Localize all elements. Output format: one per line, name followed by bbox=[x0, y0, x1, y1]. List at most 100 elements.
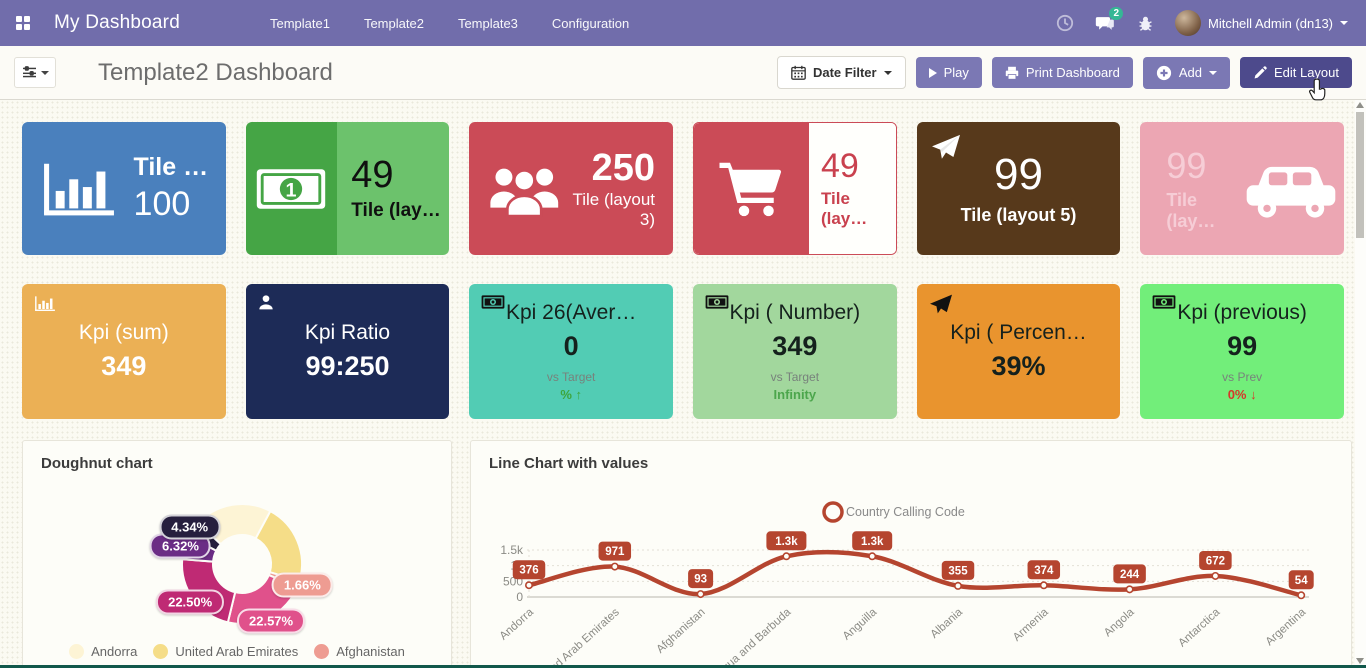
tile-value: 99 bbox=[994, 149, 1043, 199]
kpi-value: 99:250 bbox=[305, 351, 390, 381]
users-icon bbox=[490, 168, 559, 217]
scroll-down-arrow[interactable] bbox=[1356, 658, 1364, 664]
kpi-title: Kpi ( Number) bbox=[729, 301, 861, 324]
plus-circle-icon bbox=[1156, 65, 1171, 80]
data-point bbox=[1297, 591, 1306, 600]
user-icon bbox=[258, 295, 273, 310]
kpi-target-value: % ↑ bbox=[560, 387, 582, 402]
kpi-title: Kpi ( Percen… bbox=[950, 321, 1087, 344]
tile-layout6[interactable]: 99 Tile (lay… bbox=[1140, 122, 1344, 255]
kpi-row: Kpi (sum) 349 Kpi Ratio 99:250 Kpi 26(Av… bbox=[22, 284, 1344, 419]
tiles-row: Tile … 100 1 49 Tile (lay… bbox=[22, 122, 1344, 255]
debug-bug-icon[interactable] bbox=[1135, 13, 1155, 33]
tile-label: Tile (lay… bbox=[1166, 190, 1216, 232]
tile-label: Tile … bbox=[133, 152, 209, 181]
data-point-value: 244 bbox=[1120, 569, 1140, 581]
doughnut-legend-item[interactable]: Andorra bbox=[69, 644, 137, 659]
doughnut-percentage-label: 1.66% bbox=[271, 572, 333, 598]
sliders-icon bbox=[22, 66, 36, 78]
doughnut-legend-item[interactable]: United Arab Emirates bbox=[153, 644, 298, 659]
x-axis-category-label: Armenia bbox=[1011, 606, 1051, 644]
edit-layout-label: Edit Layout bbox=[1273, 65, 1339, 80]
date-filter-label: Date Filter bbox=[812, 65, 877, 80]
tile-value: 49 bbox=[820, 146, 859, 185]
line-chart-card[interactable]: Line Chart with values Country Calling C… bbox=[470, 440, 1352, 668]
money-bill-icon bbox=[1152, 295, 1176, 309]
printer-icon bbox=[1005, 66, 1019, 80]
line-series-path bbox=[526, 549, 1304, 598]
x-axis-category-label: Afghanistan bbox=[654, 606, 707, 656]
scroll-up-arrow[interactable] bbox=[1356, 102, 1364, 108]
kpi-sum-card[interactable]: Kpi (sum) 349 bbox=[22, 284, 226, 419]
legend-label: Afghanistan bbox=[336, 644, 405, 659]
calendar-icon bbox=[791, 65, 806, 80]
tile-layout1[interactable]: Tile … 100 bbox=[22, 122, 226, 255]
data-point-value-pill bbox=[1288, 570, 1314, 590]
data-point bbox=[868, 552, 877, 561]
scrollbar-thumb[interactable] bbox=[1356, 112, 1364, 238]
tile-value: 49 bbox=[351, 153, 394, 196]
menu-configuration[interactable]: Configuration bbox=[551, 15, 630, 31]
user-menu[interactable]: Mitchell Admin (dn13) bbox=[1175, 10, 1348, 36]
data-point-value-pill bbox=[688, 569, 714, 589]
data-point-value: 672 bbox=[1206, 555, 1225, 567]
pencil-icon bbox=[1254, 65, 1267, 78]
legend-label: United Arab Emirates bbox=[175, 644, 299, 659]
tile-icon-panel: 1 bbox=[245, 122, 338, 255]
date-filter-button[interactable]: Date Filter bbox=[776, 56, 906, 89]
kpi-previous-card[interactable]: Kpi (previous) 99 vs Prev 0% ↓ bbox=[1140, 284, 1344, 419]
tile-layout5[interactable]: 99 Tile (layout 5) bbox=[916, 122, 1121, 255]
doughnut-legend-item[interactable]: Afghanistan bbox=[314, 644, 405, 659]
data-point-value-pill bbox=[512, 560, 546, 580]
print-dashboard-button[interactable]: Print Dashboard bbox=[991, 57, 1133, 88]
kpi-title: Kpi Ratio bbox=[304, 321, 391, 344]
messages-icon[interactable]: 2 bbox=[1095, 7, 1123, 33]
menu-template1[interactable]: Template1 bbox=[269, 15, 330, 31]
kpi-target-value: 0% ↓ bbox=[1227, 387, 1257, 402]
menu-template2[interactable]: Template2 bbox=[363, 15, 424, 31]
data-point-value: 1.3k bbox=[861, 536, 884, 548]
doughnut-percentage-label: 22.50% bbox=[156, 589, 225, 614]
doughnut-percentage-label: 4.34% bbox=[159, 514, 221, 540]
kpi-percentage-card[interactable]: Kpi ( Percen… 39% bbox=[916, 284, 1121, 419]
data-point bbox=[610, 562, 619, 571]
kpi-value: 39% bbox=[991, 351, 1046, 381]
x-axis-category-label: Antarctica bbox=[1176, 606, 1222, 650]
messages-badge: 2 bbox=[1109, 7, 1123, 20]
kpi-number-card[interactable]: Kpi ( Number) 349 vs Target Infinity bbox=[693, 284, 897, 419]
add-button[interactable]: Add bbox=[1142, 56, 1230, 89]
apps-menu-icon[interactable] bbox=[0, 0, 46, 46]
x-axis-category-label: Anguilla bbox=[841, 606, 880, 643]
car-icon bbox=[1246, 166, 1336, 218]
filters-button[interactable] bbox=[14, 57, 56, 88]
play-button[interactable]: Play bbox=[915, 57, 982, 88]
data-point-value: 1.3k bbox=[775, 536, 798, 548]
tile-value: 99 bbox=[1166, 144, 1207, 186]
activities-clock-icon[interactable] bbox=[1055, 13, 1075, 33]
app-title[interactable]: My Dashboard bbox=[54, 12, 180, 33]
line-chart-title: Line Chart with values bbox=[489, 455, 649, 472]
tile-value: 100 bbox=[133, 184, 191, 223]
vertical-scrollbar[interactable] bbox=[1355, 100, 1366, 668]
data-point bbox=[1211, 571, 1220, 580]
menu-template3[interactable]: Template3 bbox=[457, 15, 518, 31]
data-point-value: 54 bbox=[1295, 575, 1308, 587]
data-point bbox=[953, 581, 962, 590]
data-point bbox=[1039, 581, 1048, 590]
edit-layout-button[interactable]: Edit Layout bbox=[1239, 57, 1352, 88]
kpi-average-card[interactable]: Kpi 26(Aver… 0 vs Target % ↑ bbox=[469, 284, 673, 419]
data-point-value-pill bbox=[766, 531, 807, 551]
kpi-ratio-card[interactable]: Kpi Ratio 99:250 bbox=[245, 284, 450, 419]
tile-layout3[interactable]: 250 Tile (layout 3) bbox=[469, 122, 673, 255]
control-panel: Template2 Dashboard Date Filter Play Pri bbox=[0, 46, 1366, 100]
charts-row: Doughnut chart 1.66% 22.57% 22.50% 6.32% 4.3… bbox=[22, 440, 1352, 668]
chevron-down-icon bbox=[1340, 21, 1348, 25]
data-point bbox=[1125, 585, 1134, 594]
tile-layout2[interactable]: 1 49 Tile (lay… bbox=[245, 122, 450, 255]
tile-layout4[interactable]: 49 Tile (lay… bbox=[693, 122, 897, 255]
tile-label: Tile (lay… bbox=[351, 200, 441, 222]
data-point-value: 93 bbox=[694, 574, 707, 586]
kpi-title: Kpi (sum) bbox=[78, 321, 169, 344]
money-bill-icon bbox=[705, 295, 729, 309]
doughnut-chart-card[interactable]: Doughnut chart 1.66% 22.57% 22.50% 6.32% 4.3… bbox=[22, 440, 452, 668]
